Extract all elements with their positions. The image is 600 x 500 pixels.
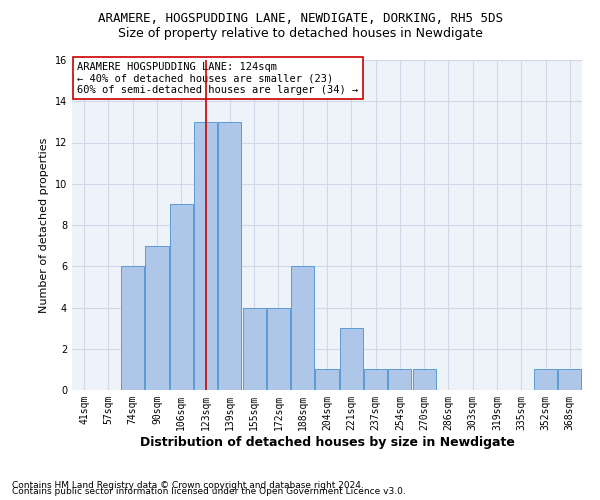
Bar	[316, 370, 338, 390]
Bar	[413, 370, 436, 390]
X-axis label: Distribution of detached houses by size in Newdigate: Distribution of detached houses by size …	[140, 436, 514, 448]
Bar	[340, 328, 363, 390]
Bar	[559, 370, 581, 390]
Text: Contains public sector information licensed under the Open Government Licence v3: Contains public sector information licen…	[12, 487, 406, 496]
Bar	[145, 246, 169, 390]
Bar	[267, 308, 290, 390]
Text: Contains HM Land Registry data © Crown copyright and database right 2024.: Contains HM Land Registry data © Crown c…	[12, 481, 364, 490]
Text: Size of property relative to detached houses in Newdigate: Size of property relative to detached ho…	[118, 28, 482, 40]
Bar	[218, 122, 241, 390]
Y-axis label: Number of detached properties: Number of detached properties	[39, 138, 49, 312]
Bar	[291, 266, 314, 390]
Text: ARAMERE HOGSPUDDING LANE: 124sqm
← 40% of detached houses are smaller (23)
60% o: ARAMERE HOGSPUDDING LANE: 124sqm ← 40% o…	[77, 62, 358, 95]
Bar	[121, 266, 144, 390]
Bar	[170, 204, 193, 390]
Bar	[242, 308, 266, 390]
Bar	[364, 370, 387, 390]
Bar	[194, 122, 217, 390]
Text: ARAMERE, HOGSPUDDING LANE, NEWDIGATE, DORKING, RH5 5DS: ARAMERE, HOGSPUDDING LANE, NEWDIGATE, DO…	[97, 12, 503, 26]
Bar	[534, 370, 557, 390]
Bar	[388, 370, 412, 390]
